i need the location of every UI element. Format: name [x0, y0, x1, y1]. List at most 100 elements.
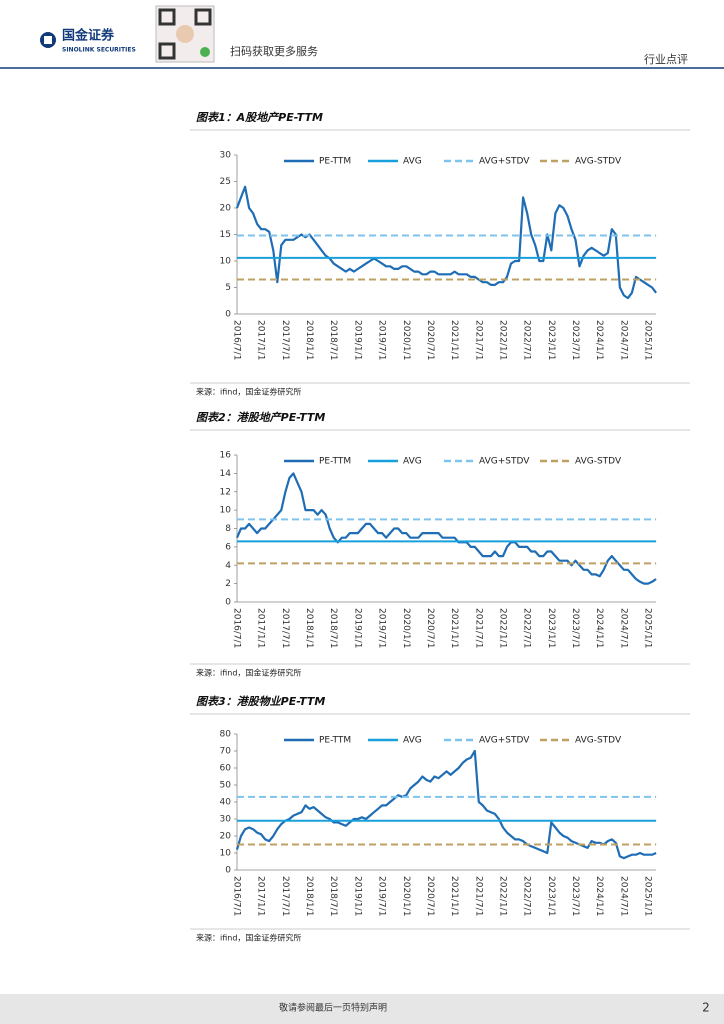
y-tick-label: 5 [225, 283, 231, 293]
y-tick-label: 0 [225, 866, 231, 876]
y-tick-label: 6 [225, 542, 231, 552]
legend-label: PE-TTM [319, 736, 351, 746]
y-tick-label: 70 [220, 747, 232, 757]
x-tick-label: 2022/7/1 [522, 876, 532, 916]
x-tick-label: 2021/7/1 [473, 876, 483, 916]
legend-label: AVG-STDV [575, 736, 622, 746]
legend-label: PE-TTM [319, 157, 351, 167]
y-tick-label: 60 [220, 764, 232, 774]
figure-title: 图表2：港股地产PE-TTM [196, 411, 325, 424]
y-tick-label: 12 [220, 487, 231, 497]
x-tick-label: 2023/7/1 [570, 608, 580, 648]
x-tick-label: 2020/7/1 [425, 608, 435, 648]
company-name-en: SINOLINK SECURITIES [62, 47, 136, 54]
pe-line [235, 185, 657, 300]
x-tick-label: 2025/1/1 [643, 876, 653, 916]
x-tick-label: 2023/1/1 [546, 320, 556, 360]
disclaimer: 敬请参阅最后一页特别声明 [279, 1002, 387, 1014]
x-tick-label: 2016/7/1 [232, 608, 242, 648]
x-tick-label: 2019/7/1 [377, 320, 387, 360]
x-tick-label: 2024/1/1 [594, 608, 604, 648]
x-tick-label: 2023/7/1 [570, 320, 580, 360]
figure-source: 来源：ifind，国金证券研究所 [196, 387, 301, 397]
logo: 国金证券 SINOLINK SECURITIES [40, 28, 136, 54]
x-tick-label: 2021/1/1 [449, 608, 459, 648]
x-tick-label: 2016/7/1 [232, 320, 242, 360]
x-tick-label: 2024/7/1 [618, 876, 628, 916]
x-tick-label: 2019/1/1 [352, 320, 362, 360]
pe-line [235, 749, 657, 860]
y-tick-label: 80 [220, 730, 232, 740]
y-tick-label: 10 [220, 849, 232, 859]
legend-label: AVG [403, 457, 422, 467]
x-tick-label: 2023/1/1 [546, 608, 556, 648]
figure-source: 来源：ifind，国金证券研究所 [196, 933, 301, 943]
x-tick-label: 2022/1/1 [497, 876, 507, 916]
x-tick-label: 2024/7/1 [618, 320, 628, 360]
x-tick-label: 2018/7/1 [328, 320, 338, 360]
legend-label: AVG [403, 157, 422, 167]
y-tick-label: 30 [220, 815, 232, 825]
x-tick-label: 2018/7/1 [328, 608, 338, 648]
x-tick-label: 2017/7/1 [280, 608, 290, 648]
legend-label: AVG+STDV [479, 157, 530, 167]
y-tick-label: 2 [225, 579, 231, 589]
x-tick-label: 2019/1/1 [352, 876, 362, 916]
y-tick-label: 0 [225, 310, 231, 320]
page-number: 2 [702, 1001, 710, 1015]
y-tick-label: 40 [220, 798, 232, 808]
x-tick-label: 2024/1/1 [594, 876, 604, 916]
x-tick-label: 2017/1/1 [256, 608, 266, 648]
legend-label: AVG-STDV [575, 457, 622, 467]
x-tick-label: 2024/7/1 [618, 608, 628, 648]
x-tick-label: 2020/1/1 [401, 608, 411, 648]
y-tick-label: 14 [220, 469, 232, 479]
x-tick-label: 2022/7/1 [522, 320, 532, 360]
x-tick-label: 2022/1/1 [497, 320, 507, 360]
y-tick-label: 25 [220, 177, 231, 187]
legend-label: AVG-STDV [575, 157, 622, 167]
qr-code [155, 5, 215, 63]
x-tick-label: 2018/1/1 [304, 320, 314, 360]
x-tick-label: 2019/7/1 [377, 876, 387, 916]
legend-label: AVG+STDV [479, 736, 530, 746]
figure-source: 来源：ifind，国金证券研究所 [196, 668, 301, 678]
figure-title: 图表1：A股地产PE-TTM [196, 111, 323, 124]
x-tick-label: 2025/1/1 [643, 320, 653, 360]
figure-title: 图表3：港股物业PE-TTM [196, 695, 325, 708]
x-tick-label: 2017/7/1 [280, 876, 290, 916]
pe-line [235, 472, 657, 585]
legend-label: PE-TTM [319, 457, 351, 467]
x-tick-label: 2021/1/1 [449, 876, 459, 916]
company-name: 国金证券 [62, 28, 115, 44]
legend-label: AVG [403, 736, 422, 746]
x-tick-label: 2019/1/1 [352, 608, 362, 648]
y-tick-label: 30 [220, 151, 232, 161]
legend-label: AVG+STDV [479, 457, 530, 467]
x-tick-label: 2019/7/1 [377, 608, 387, 648]
x-tick-label: 2020/7/1 [425, 320, 435, 360]
x-tick-label: 2022/7/1 [522, 608, 532, 648]
y-tick-label: 0 [225, 598, 231, 608]
x-tick-label: 2024/1/1 [594, 320, 604, 360]
x-tick-label: 2020/1/1 [401, 876, 411, 916]
x-tick-label: 2016/7/1 [232, 876, 242, 916]
x-tick-label: 2018/1/1 [304, 876, 314, 916]
x-tick-label: 2021/7/1 [473, 320, 483, 360]
y-tick-label: 20 [220, 204, 232, 214]
y-tick-label: 15 [220, 230, 231, 240]
chart: 图表3：港股物业PE-TTM 来源：ifind，国金证券研究所 0 10 20 30 40 5… [190, 695, 690, 943]
y-tick-label: 10 [220, 506, 232, 516]
x-tick-label: 2022/1/1 [497, 608, 507, 648]
doc-category: 行业点评 [644, 53, 688, 66]
y-tick-label: 8 [225, 524, 231, 534]
x-tick-label: 2020/1/1 [401, 320, 411, 360]
x-tick-label: 2017/7/1 [280, 320, 290, 360]
y-tick-label: 16 [220, 451, 232, 461]
x-tick-label: 2023/7/1 [570, 876, 580, 916]
y-tick-label: 10 [220, 257, 232, 267]
y-tick-label: 50 [220, 781, 232, 791]
x-tick-label: 2025/1/1 [643, 608, 653, 648]
